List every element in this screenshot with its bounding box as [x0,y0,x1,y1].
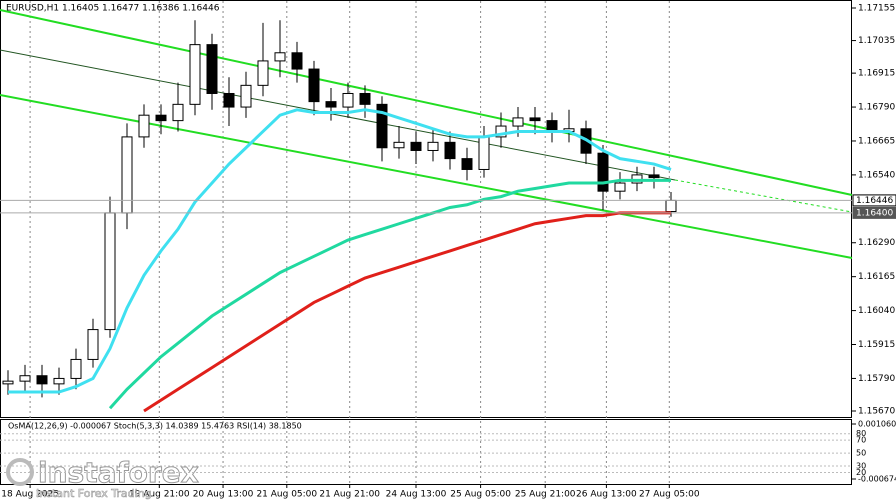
moving-average [8,108,672,394]
candle-body [648,174,660,179]
candle-body [223,92,235,108]
osc-tick-label: 30 [856,462,866,471]
y-tick-label: 1.16290 [858,238,895,248]
y-tick-label: 1.16165 [858,272,895,282]
y-tick-label: 1.16915 [858,69,895,79]
watermark-logo [6,458,34,486]
candle-body [53,377,65,385]
candle-body [19,375,31,382]
candle-body [529,117,541,122]
x-tick-label: 21 Aug 21:00 [319,490,380,500]
y-tick-label: 1.16790 [858,103,895,113]
candle-body [274,52,286,62]
candle-body [512,117,524,127]
candle-body [342,92,354,108]
candle-body [376,103,388,149]
candle-body [240,84,252,108]
candle-body [308,68,320,103]
y-tick-label: 1.15670 [858,407,895,417]
candle-body [172,103,184,122]
chart-title: EURUSD,H1 1.16405 1.16477 1.16386 1.1644… [6,4,220,14]
candle-body [359,92,371,105]
candle-body [87,329,99,360]
indicator-panel [0,419,852,485]
candle-body [546,120,558,132]
y-tick-label: 1.15915 [858,340,895,350]
osc-tick-label: 50 [856,449,866,458]
channel-upper [0,9,853,196]
osc-tick-label: 70 [856,436,866,445]
osc-tick-label: 20 [856,468,866,477]
candle-body [2,380,14,385]
x-tick-label: 26 Aug 13:00 [576,490,637,500]
y-tick-label: 1.16040 [858,306,895,316]
y-tick-label: 1.17035 [858,36,895,46]
candle-body [427,141,439,151]
price-panel [0,0,852,418]
candle-body [189,44,201,105]
candle-body [104,212,116,331]
candle-body [121,136,133,214]
candle-body [257,60,269,86]
candle-body [291,52,303,70]
y-tick-label: 1.16665 [858,136,895,146]
price-label: 1.16446 [856,196,893,206]
osma-tick-label: 0.001060 [858,420,896,429]
x-tick-label: 20 Aug 13:00 [193,490,254,500]
candle-body [665,199,677,213]
marks [0,20,852,413]
moving-average [108,178,671,410]
indicator-label: OsMA(12,26,9) -0.000067 Stoch(5,3,3) 14.… [8,422,302,431]
y-tick-label: 1.17155 [858,4,895,14]
watermark: instaforex [38,456,199,489]
candle-body [393,141,405,149]
y-tick-label: 1.15790 [858,374,895,384]
x-tick-label: 19 Aug 21:00 [129,490,190,500]
x-tick-label: 21 Aug 05:00 [256,490,317,500]
price-label-box [852,194,896,207]
candle-body [597,152,609,192]
osc-tick-label: 80 [856,429,866,438]
price-label-box [852,206,896,219]
x-tick-label: 27 Aug 05:00 [639,490,700,500]
x-tick-label: 18 Aug 2025 [1,490,59,500]
y-tick-label: 1.16540 [858,170,895,180]
candle-body [325,101,337,108]
candle-body [138,114,150,138]
candle-body [155,114,167,122]
candle-body [478,136,490,170]
channel-middle [0,49,676,181]
candle-body [495,125,507,138]
moving-average [143,211,671,413]
candle-body [614,182,626,192]
price-label: 1.16400 [856,208,893,218]
candle-body [461,158,473,170]
osma-tick-label: -0.000674 [858,475,896,484]
x-tick-label: 24 Aug 13:00 [386,490,447,500]
candle-body [444,141,456,160]
candle-body [410,141,422,151]
candle-body [36,375,48,385]
watermark-tagline: Instant Forex Trading [36,487,152,500]
x-tick-label: 25 Aug 05:00 [450,490,511,500]
candle-body [206,44,218,94]
x-tick-label: 25 Aug 21:00 [515,490,576,500]
candle-body [70,358,82,379]
